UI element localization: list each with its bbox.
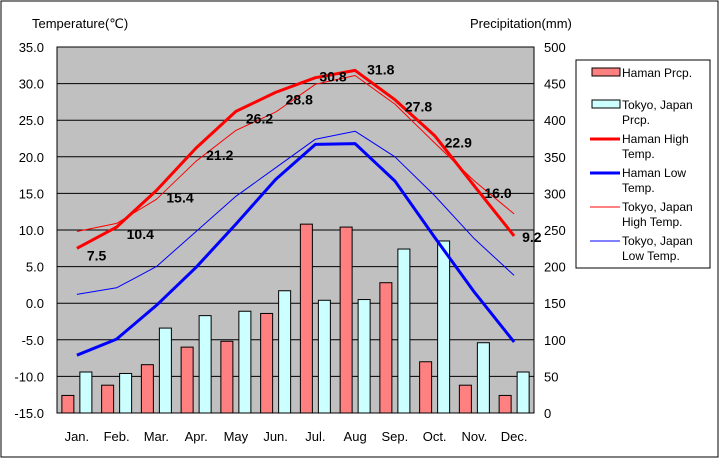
- bar-tokyo-japan-prcp: [79, 371, 93, 414]
- bar-haman-prcp: [299, 223, 313, 414]
- legend-label: Tokyo, Japan: [622, 234, 693, 248]
- x-tick-label: Apr.: [185, 429, 208, 444]
- line-haman-high-temp: [76, 68, 516, 250]
- x-tick-label: Jul.: [305, 429, 325, 444]
- data-label: 26.2: [246, 110, 273, 126]
- legend-label: Prcp.: [622, 113, 650, 127]
- bar-tokyo-japan-prcp: [516, 371, 530, 414]
- bar-haman-prcp: [220, 340, 234, 414]
- bar-tokyo-japan-prcp: [437, 240, 451, 414]
- bar-tokyo-japan-prcp: [397, 248, 411, 414]
- legend-label: Haman Prcp.: [622, 66, 692, 80]
- bar-tokyo-japan-prcp: [198, 315, 212, 414]
- legend-label: Low Temp.: [622, 249, 680, 263]
- bar-haman-prcp: [260, 312, 274, 414]
- legend-label: Temp.: [622, 147, 655, 161]
- left-tick-label: 5.0: [26, 260, 44, 275]
- bar-haman-prcp: [458, 384, 472, 414]
- x-tick-label: Jan.: [65, 429, 90, 444]
- right-axis-title: Precipitation(mm): [470, 16, 572, 31]
- left-axis-title: Temperature(℃): [32, 16, 128, 31]
- left-tick-label: 35.0: [19, 40, 44, 55]
- left-tick-label: -5.0: [22, 333, 44, 348]
- bar-tokyo-japan-prcp: [119, 372, 133, 414]
- left-tick-label: -15.0: [14, 406, 44, 421]
- bar-tokyo-japan-prcp: [357, 299, 371, 414]
- legend-tokyo-japan-prcp-swatch: [591, 99, 621, 109]
- right-tick-label: 150: [544, 296, 566, 311]
- x-tick-label: May: [224, 429, 249, 444]
- line-tokyo-japan-high-temp: [76, 75, 515, 232]
- x-tick-label: Sep.: [382, 429, 409, 444]
- bar-tokyo-japan-prcp: [317, 299, 331, 414]
- data-label: 21.2: [206, 147, 233, 163]
- bar-haman-prcp: [379, 282, 393, 414]
- bar-haman-prcp: [101, 384, 115, 414]
- bar-tokyo-japan-prcp: [476, 342, 490, 414]
- legend-label: Tokyo, Japan: [622, 200, 693, 214]
- bar-tokyo-japan-prcp: [238, 310, 252, 414]
- temperature-lines: [76, 68, 516, 357]
- precipitation-bars: [61, 223, 530, 414]
- data-label: 22.9: [445, 135, 472, 151]
- legend-label: Temp.: [622, 181, 655, 195]
- right-tick-label: 500: [544, 40, 566, 55]
- bar-haman-prcp: [140, 364, 154, 414]
- right-tick-label: 450: [544, 77, 566, 92]
- right-tick-label: 200: [544, 260, 566, 275]
- data-label: 15.4: [166, 189, 193, 205]
- left-tick-label: 0.0: [26, 296, 44, 311]
- left-axis: -15.0 -10.0 -5.0 0.0 5.0 10.0 15.0 20.0 25.0 30.0…: [14, 40, 44, 421]
- line-haman-low-temp: [76, 142, 516, 357]
- x-tick-label: Oct.: [423, 429, 447, 444]
- bar-haman-prcp: [180, 346, 194, 414]
- right-tick-label: 300: [544, 186, 566, 201]
- legend-label: Haman Low: [622, 166, 686, 180]
- x-tick-label: Nov.: [461, 429, 487, 444]
- x-tick-label: Feb.: [104, 429, 130, 444]
- left-tick-label: 15.0: [19, 186, 44, 201]
- data-label: 28.8: [286, 91, 313, 107]
- left-tick-label: 10.0: [19, 223, 44, 238]
- data-label: 30.8: [319, 69, 346, 85]
- right-tick-label: 350: [544, 150, 566, 165]
- bar-tokyo-japan-prcp: [158, 327, 172, 414]
- right-tick-label: 100: [544, 333, 566, 348]
- x-tick-label: Dec.: [501, 429, 528, 444]
- legend-label: Tokyo, Japan: [622, 98, 693, 112]
- x-axis: Jan. Feb. Mar. Apr. May Jun. Jul. Aug Sep. Oct. No…: [65, 429, 528, 444]
- data-label: 10.4: [127, 226, 154, 242]
- right-tick-label: 50: [544, 369, 558, 384]
- data-labels: 7.5 10.4 15.4 21.2 26.2 28.8 30.8 31.8 27.8 22.9 1…: [87, 61, 542, 263]
- x-tick-label: Jun.: [263, 429, 288, 444]
- legend-haman-prcp-swatch: [591, 67, 621, 77]
- legend-label: Haman High: [622, 132, 689, 146]
- data-label: 7.5: [87, 247, 107, 263]
- bar-haman-prcp: [498, 394, 512, 414]
- bar-haman-prcp: [339, 226, 353, 414]
- right-tick-label: 0: [544, 406, 551, 421]
- left-tick-label: 20.0: [19, 150, 44, 165]
- left-tick-label: 25.0: [19, 113, 44, 128]
- bar-haman-prcp: [61, 394, 75, 414]
- right-tick-label: 250: [544, 223, 566, 238]
- left-tick-label: 30.0: [19, 77, 44, 92]
- line-tokyo-japan-low-temp: [76, 130, 515, 295]
- data-label: 16.0: [484, 185, 511, 201]
- left-tick-label: -10.0: [14, 369, 44, 384]
- bar-haman-prcp: [419, 361, 433, 414]
- right-tick-label: 400: [544, 113, 566, 128]
- legend-box: [575, 59, 711, 269]
- x-tick-label: Aug: [344, 429, 367, 444]
- data-label: 9.2: [522, 229, 542, 245]
- data-label: 31.8: [367, 61, 394, 77]
- bar-tokyo-japan-prcp: [278, 290, 292, 414]
- x-tick-label: Mar.: [144, 429, 169, 444]
- data-label: 27.8: [405, 99, 432, 115]
- legend-label: High Temp.: [622, 215, 682, 229]
- right-axis: 0 50 100 150 200 250 300 350 400 450 500: [544, 40, 566, 421]
